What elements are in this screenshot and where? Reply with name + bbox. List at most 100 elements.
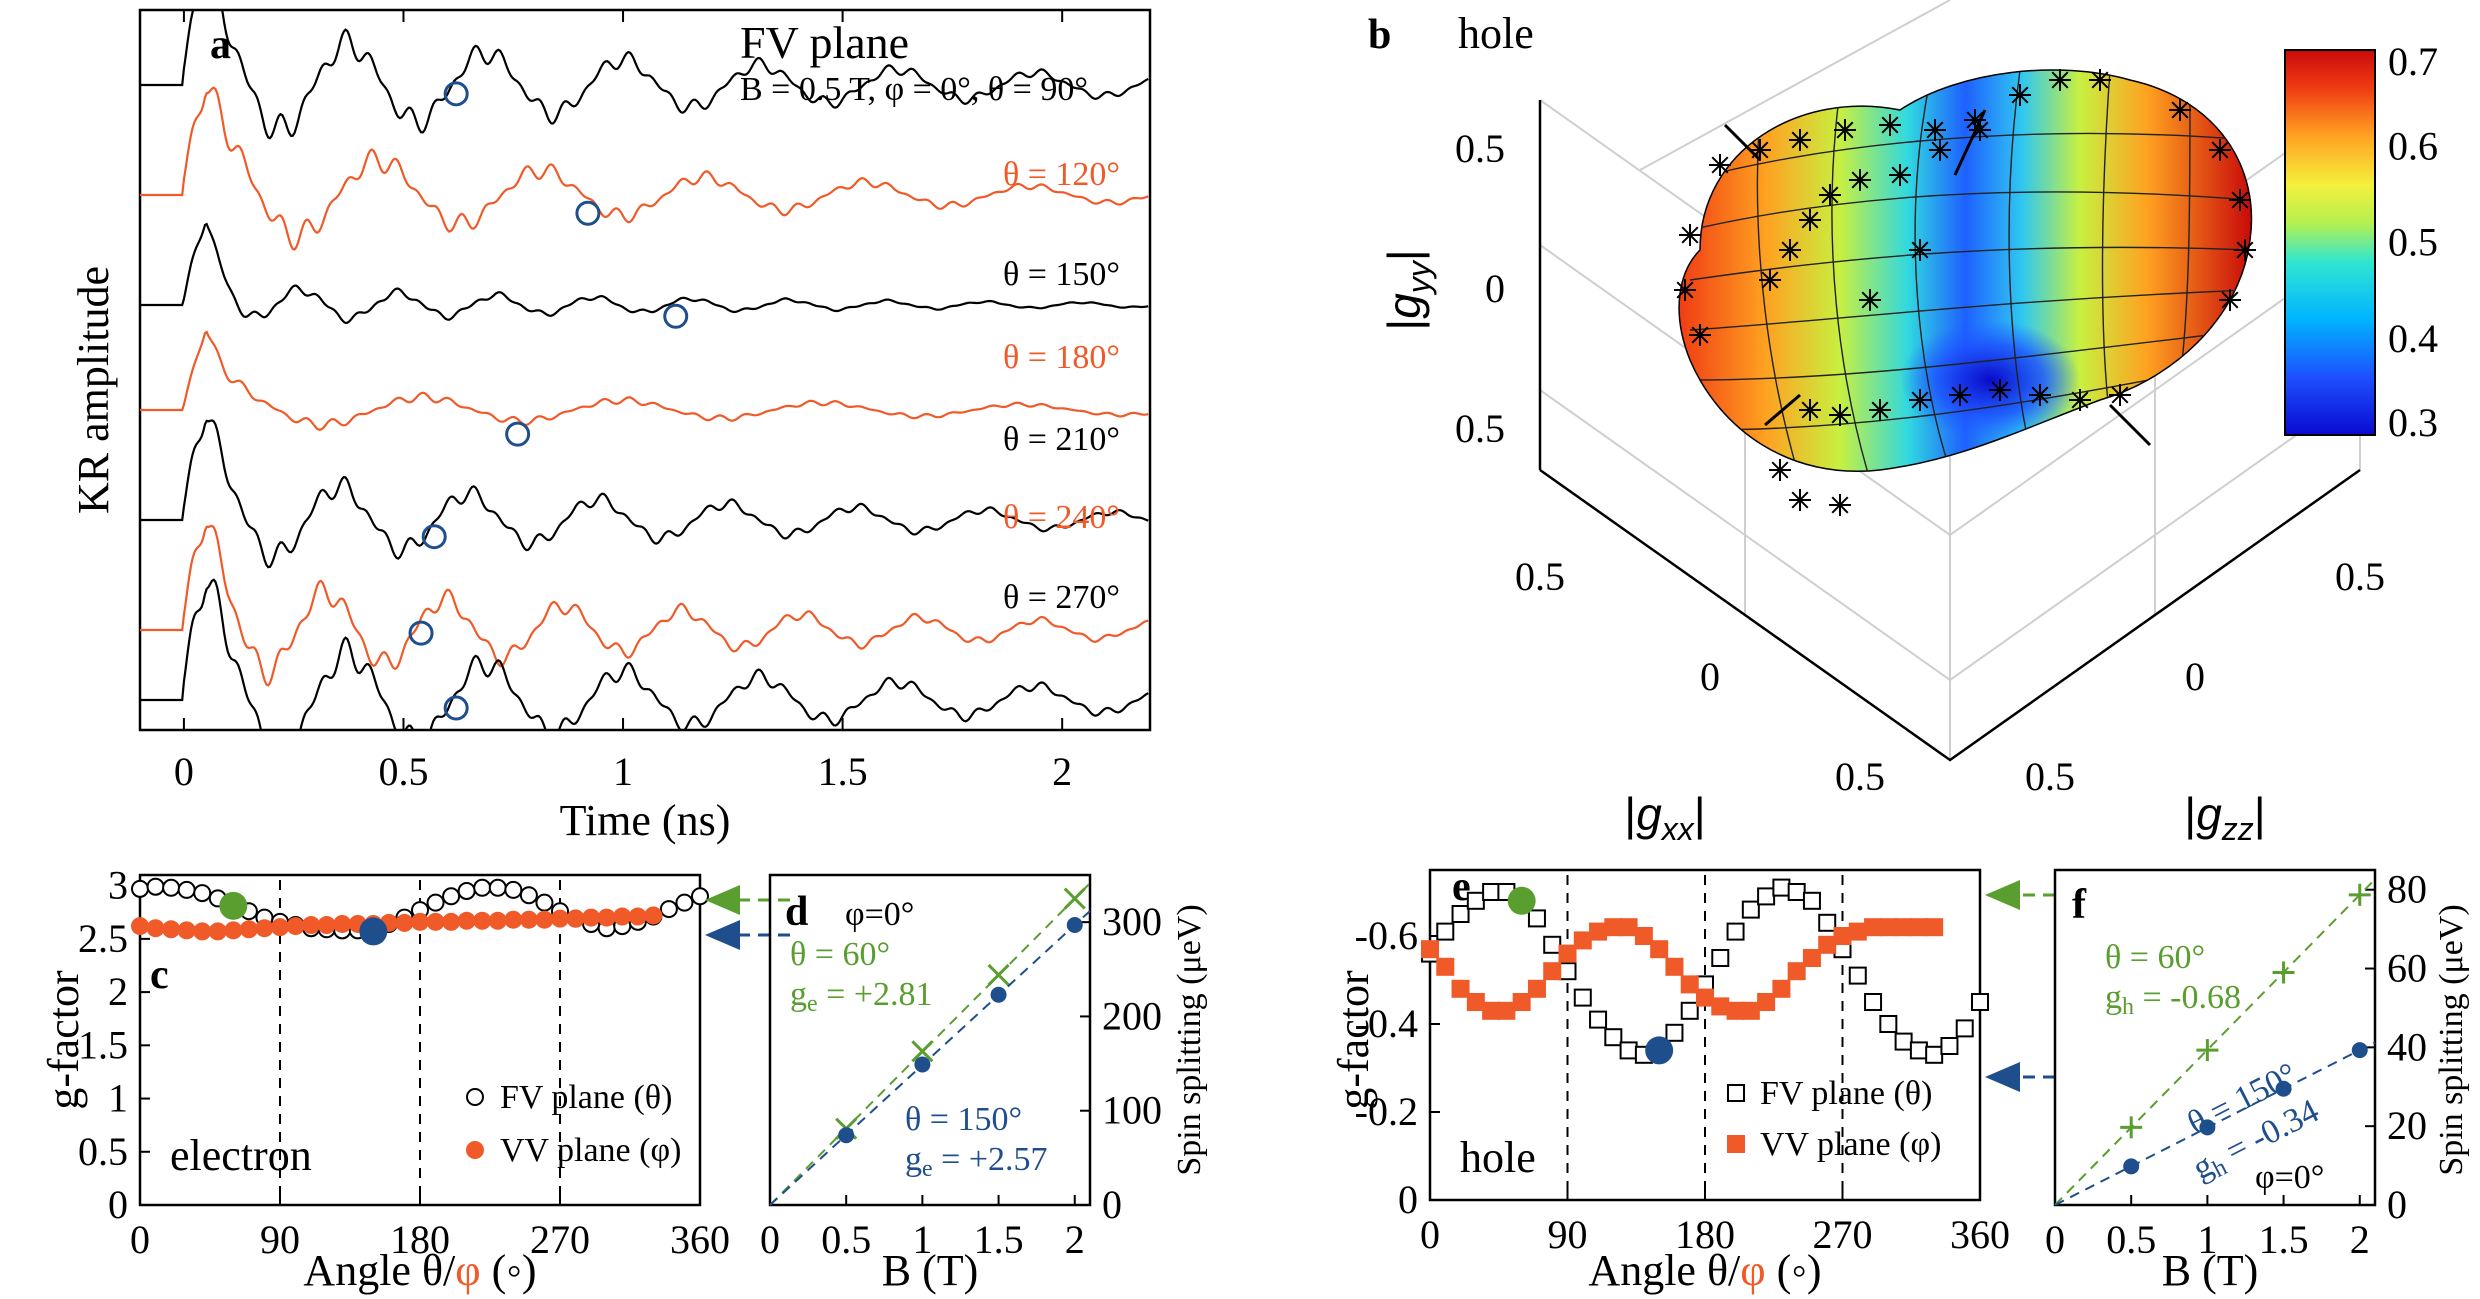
data-star xyxy=(1759,269,1781,291)
x-tick-label: 2 xyxy=(2350,1217,2370,1262)
panel-b-label: b xyxy=(1368,12,1391,58)
data-point xyxy=(838,1127,855,1144)
fv-point xyxy=(1772,878,1791,897)
vv-point xyxy=(1436,957,1455,976)
vv-point xyxy=(1833,927,1852,945)
fv-point xyxy=(177,880,196,899)
y-tick-label: 2.5 xyxy=(78,916,128,961)
fv-point xyxy=(1940,1037,1959,1055)
vv-point xyxy=(1466,993,1485,1011)
colorbar-tick-label: 0.7 xyxy=(2388,39,2438,84)
vv-point xyxy=(131,917,149,936)
data-star-stroke xyxy=(1851,171,1869,189)
x-tick-label: 360 xyxy=(1950,1212,2010,1257)
data-star-stroke xyxy=(1836,121,1854,139)
vv-point xyxy=(1512,993,1531,1011)
fv-point xyxy=(1879,1015,1898,1033)
fv-point xyxy=(1848,966,1867,985)
fv-point xyxy=(1955,1019,1974,1038)
fv-point xyxy=(1436,922,1455,941)
fv-point xyxy=(1711,949,1730,967)
fv-point xyxy=(1757,887,1776,906)
x-tick-label: 0 xyxy=(130,1217,150,1262)
fv-point xyxy=(1726,922,1745,941)
kr-phase-marker-6 xyxy=(443,695,469,721)
panel-f-title: φ=0° xyxy=(2255,1159,2324,1196)
vv-point xyxy=(1879,918,1898,937)
data-star xyxy=(2219,289,2241,311)
x-tick-label: 270 xyxy=(530,1217,590,1262)
x-stroke xyxy=(987,963,1010,987)
fv-point xyxy=(1741,900,1760,919)
vv-point xyxy=(1726,1001,1745,1020)
fv-point xyxy=(146,877,165,896)
panel-c-ylabel: g-factor xyxy=(39,970,88,1110)
kr-phase-marker-0 xyxy=(443,81,469,107)
panel-b-xtick-0: 0.5 xyxy=(1515,554,1565,599)
highlight-point xyxy=(359,917,388,946)
x-tick-label: 1.5 xyxy=(974,1217,1024,1262)
vv-point xyxy=(411,912,429,931)
fv-point xyxy=(519,886,538,905)
vv-point xyxy=(426,912,445,931)
data-star-stroke xyxy=(1781,241,1799,259)
vv-point xyxy=(1650,940,1669,959)
fv-point xyxy=(1787,883,1806,901)
kr-trace-label-3: θ = 180° xyxy=(1003,339,1120,376)
fit-line xyxy=(769,910,1091,1206)
y-tick-label: 200 xyxy=(1102,993,1162,1038)
data-star-stroke xyxy=(1891,166,1909,184)
y-tick-label: -0.2 xyxy=(1355,1089,1418,1134)
data-star xyxy=(2169,99,2191,121)
data-star-stroke xyxy=(2051,71,2069,89)
data-star xyxy=(2089,69,2111,91)
vv-point xyxy=(1527,979,1546,998)
data-star-stroke xyxy=(1926,121,1944,139)
y-tick-label: -0.6 xyxy=(1355,913,1418,958)
vv-point xyxy=(302,916,321,935)
legend-vv-label: VV plane (φ) xyxy=(500,1132,681,1169)
vv-point xyxy=(582,908,601,927)
data-star-stroke xyxy=(2211,141,2229,159)
fv-point xyxy=(1558,962,1577,981)
vv-point xyxy=(613,907,632,926)
y-tick-label: 2 xyxy=(108,969,128,1014)
data-star-stroke xyxy=(1831,406,1849,424)
data-star-stroke xyxy=(1711,156,1729,174)
data-star-stroke xyxy=(1691,326,1709,344)
data-star xyxy=(2109,384,2131,406)
vv-point xyxy=(255,919,274,938)
data-star xyxy=(1799,209,1821,231)
data-star xyxy=(1819,184,1841,206)
data-star xyxy=(1779,239,1801,261)
fv-point xyxy=(1818,913,1837,932)
vv-point xyxy=(317,916,336,935)
y-tick-label: 60 xyxy=(2387,946,2427,991)
fit-line xyxy=(2054,878,2376,1206)
y-tick-label: 20 xyxy=(2387,1103,2427,1148)
data-point xyxy=(2120,1116,2143,1139)
fv-point xyxy=(162,878,181,897)
legend-fv-marker xyxy=(1727,1084,1745,1102)
kr-trace-3 xyxy=(140,330,1149,431)
panel-f-label: f xyxy=(2072,882,2087,928)
kr-trace-4 xyxy=(140,419,1149,569)
data-point xyxy=(914,1056,931,1073)
data-star xyxy=(2069,389,2091,411)
data-point xyxy=(2348,883,2371,906)
data-point xyxy=(2199,1119,2216,1136)
vv-point xyxy=(1711,997,1730,1016)
data-star xyxy=(1879,114,1901,136)
fv-point xyxy=(535,893,554,912)
data-star-stroke xyxy=(1871,401,1889,419)
vv-point xyxy=(488,911,507,930)
panel-b-ytick-1: 0 xyxy=(1485,266,1505,311)
panel-b: b hole xyxy=(1368,0,2438,847)
data-star-stroke xyxy=(2236,241,2254,259)
y-tick-label: 0 xyxy=(1102,1182,1122,1227)
panel-d-label: d xyxy=(785,889,808,935)
panel-b-xtick-2: 0.5 xyxy=(1835,754,1885,799)
data-point xyxy=(990,986,1007,1003)
